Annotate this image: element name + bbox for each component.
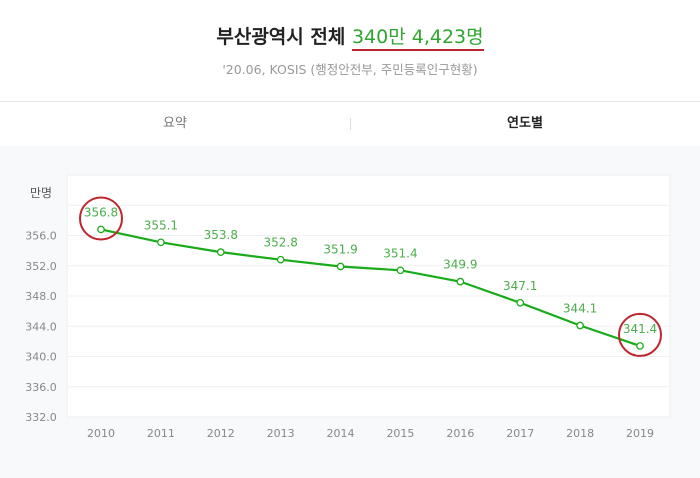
y-axis-label: 만명 (30, 186, 52, 200)
data-point (216, 248, 225, 256)
x-tick-label: 2012 (207, 427, 235, 440)
data-point (636, 342, 644, 350)
x-tick-label: 2015 (386, 427, 414, 440)
data-point (576, 321, 584, 330)
x-tick-label: 2018 (566, 427, 594, 440)
y-tick-label: 344.0 (25, 320, 57, 333)
header: 부산광역시 전체 340만 4,423명 '20.06, KOSIS (행정안전… (0, 0, 700, 101)
y-tick-label: 352.0 (25, 260, 57, 273)
y-tick-label: 340.0 (25, 351, 57, 364)
x-tick-label: 2011 (147, 427, 175, 440)
data-point (516, 298, 525, 307)
data-point (396, 266, 405, 275)
series-line (100, 228, 641, 347)
data-label: 356.8 (84, 205, 118, 219)
data-label: 353.8 (204, 228, 238, 242)
y-tick-label: 348.0 (25, 290, 57, 303)
data-label: 355.1 (144, 218, 178, 232)
data-label: 344.1 (563, 301, 597, 315)
y-tick-label: 332.0 (25, 411, 57, 424)
tab-divider (350, 118, 351, 130)
x-tick-label: 2017 (506, 427, 534, 440)
x-tick-label: 2010 (87, 427, 115, 440)
data-point (336, 262, 345, 271)
population-total: 340만 4,423명 (351, 26, 484, 51)
page-title: 부산광역시 전체 340만 4,423명 (0, 22, 700, 51)
y-tick-label: 336.0 (25, 381, 57, 394)
x-tick-label: 2014 (327, 427, 355, 440)
x-tick-label: 2016 (446, 427, 474, 440)
data-label: 349.9 (443, 258, 477, 272)
y-tick-label: 356.0 (25, 230, 57, 243)
data-label: 341.4 (623, 322, 657, 336)
data-label: 352.8 (263, 236, 297, 250)
data-point (456, 277, 465, 286)
data-label: 351.4 (383, 246, 417, 260)
x-tick-label: 2019 (626, 427, 654, 440)
data-point (97, 225, 105, 234)
data-point (157, 238, 165, 247)
highlight-circle (79, 196, 123, 241)
title-prefix: 부산광역시 전체 (216, 26, 346, 48)
tab-summary[interactable]: 요약 (163, 116, 187, 131)
data-label: 351.9 (323, 243, 357, 257)
highlight-circle (618, 312, 662, 357)
data-label: 347.1 (503, 279, 537, 293)
data-point (276, 255, 285, 264)
tab-yearly[interactable]: 연도별 (507, 116, 543, 131)
x-tick-label: 2013 (267, 427, 295, 440)
source-subtitle: '20.06, KOSIS (행정안전부, 주민등록인구현황) (222, 62, 478, 77)
